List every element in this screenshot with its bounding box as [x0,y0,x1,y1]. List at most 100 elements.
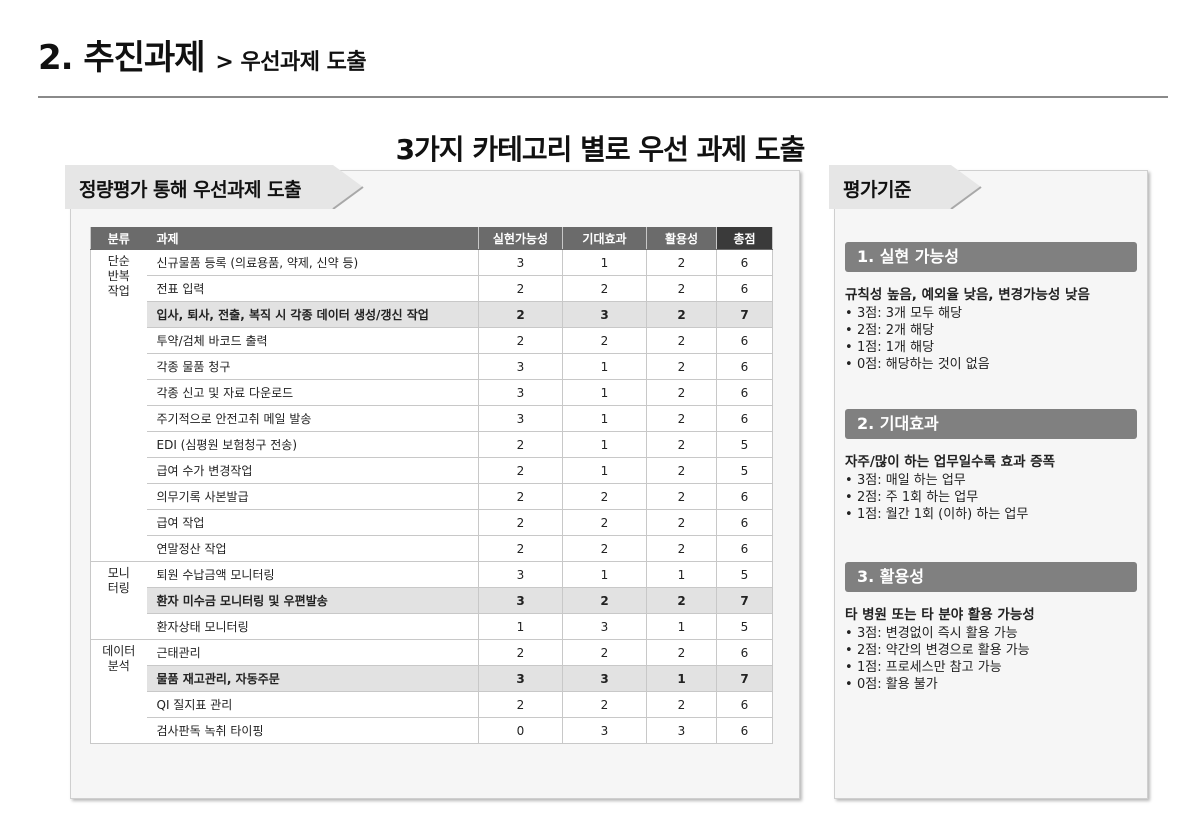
tab-arrow-shape [65,165,364,209]
criterion-list: 3점: 변경없이 즉시 활용 가능 2점: 약간의 변경으로 활용 가능 1점:… [845,625,1137,693]
table-row: 단순 반복 작업 신규물품 등록 (의료용품, 약제, 신약 등) 3 1 2 6 [90,249,773,562]
feasibility-cell: 3 [478,353,563,380]
total-cell: 7 [716,301,773,328]
panel-tab-label: 정량평가 통해 우선과제 도출 [79,179,302,201]
task-cell: 투약/검체 바코드 출력 [146,327,479,354]
criterion-list: 3점: 매일 하는 업무 2점: 주 1회 하는 업무 1점: 월간 1회 (이… [845,472,1137,523]
header-divider [38,96,1168,98]
total-cell: 7 [716,587,773,614]
table-header-row: 분류 과제 실현가능성 기대효과 활용성 총점 [90,227,773,250]
task-cell: 신규물품 등록 (의료용품, 약제, 신약 등) [146,249,479,276]
evaluation-table: 분류 과제 실현가능성 기대효과 활용성 총점 단순 반복 작업 신규물품 등록 … [90,227,773,744]
effect-cell: 1 [562,249,647,276]
effect-cell: 3 [562,301,647,328]
task-cell: 전표 입력 [146,275,479,302]
category-cell: 단순 반복 작업 [90,249,147,562]
total-cell: 6 [716,275,773,302]
total-cell: 6 [716,483,773,510]
task-cell: 각종 신고 및 자료 다운로드 [146,379,479,406]
effect-cell: 1 [562,405,647,432]
utility-cell: 2 [646,327,717,354]
criterion-title: 2. 기대효과 [845,409,1137,439]
feasibility-cell: 3 [478,561,563,588]
table-row: 환자상태 모니터링 1 3 1 5 [91,613,773,640]
feasibility-cell: 2 [478,275,563,302]
criterion-lead: 자주/많이 하는 업무일수록 효과 증폭 [845,454,1056,470]
column-header: 실현가능성 [478,227,563,250]
effect-cell: 1 [562,561,647,588]
total-cell: 6 [716,249,773,276]
table-row: 각종 신고 및 자료 다운로드 3 1 2 6 [91,379,773,406]
total-cell: 5 [716,431,773,458]
column-header: 분류 [90,227,147,250]
total-cell: 5 [716,457,773,484]
effect-cell: 2 [562,639,647,666]
task-cell: 환자상태 모니터링 [146,613,479,640]
column-header-total: 총점 [716,227,773,250]
category-cell: 모니 터링 [90,561,147,640]
table-row: 물품 재고관리, 자동주문 3 3 1 7 [91,665,773,692]
effect-cell: 1 [562,379,647,406]
utility-cell: 2 [646,457,717,484]
list-item: 0점: 활용 불가 [845,676,1137,693]
feasibility-cell: 0 [478,717,563,744]
task-cell: 연말정산 작업 [146,535,479,562]
task-cell: 각종 물품 청구 [146,353,479,380]
total-cell: 6 [716,353,773,380]
task-cell: 입사, 퇴사, 전출, 복직 시 각종 데이터 생성/갱신 작업 [146,301,479,328]
effect-cell: 2 [562,509,647,536]
utility-cell: 2 [646,639,717,666]
task-cell: 검사판독 녹취 타이핑 [146,717,479,744]
task-cell: 환자 미수금 모니터링 및 우편발송 [146,587,479,614]
criterion-lead: 타 병원 또는 타 분야 활용 가능성 [845,607,1035,623]
task-cell: 급여 수가 변경작업 [146,457,479,484]
table-row: 환자 미수금 모니터링 및 우편발송 3 2 2 7 [91,587,773,614]
total-cell: 6 [716,639,773,666]
criterion-feasibility: 1. 실현 가능성 규칙성 높음, 예외율 낮음, 변경가능성 낮음 3점: 3… [845,242,1137,373]
total-cell: 6 [716,405,773,432]
total-cell: 5 [716,561,773,588]
criterion-list: 3점: 3개 모두 해당 2점: 2개 해당 1점: 1개 해당 0점: 해당하… [845,305,1137,373]
utility-cell: 1 [646,613,717,640]
task-cell: 주기적으로 안전고취 메일 발송 [146,405,479,432]
criterion-title: 3. 활용성 [845,562,1137,592]
feasibility-cell: 2 [478,431,563,458]
list-item: 0점: 해당하는 것이 없음 [845,356,1137,373]
effect-cell: 2 [562,587,647,614]
column-header: 기대효과 [562,227,647,250]
task-cell: 근태관리 [146,639,479,666]
table-row: 각종 물품 청구 3 1 2 6 [91,353,773,380]
feasibility-cell: 3 [478,405,563,432]
feasibility-cell: 3 [478,379,563,406]
task-cell: 급여 작업 [146,509,479,536]
effect-cell: 3 [562,613,647,640]
effect-cell: 3 [562,717,647,744]
criteria-panel: 평가기준 1. 실현 가능성 규칙성 높음, 예외율 낮음, 변경가능성 낮음 … [829,165,1148,799]
criterion-title: 1. 실현 가능성 [845,242,1137,272]
tab-arrow-shape [829,165,982,209]
total-cell: 5 [716,613,773,640]
table-row: 검사판독 녹취 타이핑 0 3 3 6 [91,717,773,744]
list-item: 2점: 주 1회 하는 업무 [845,489,1137,506]
utility-cell: 2 [646,379,717,406]
utility-cell: 3 [646,717,717,744]
total-cell: 6 [716,717,773,744]
utility-cell: 1 [646,561,717,588]
feasibility-cell: 3 [478,249,563,276]
feasibility-cell: 3 [478,587,563,614]
title-subtitle: > 우선과제 도출 [215,50,367,75]
page-title: 2. 추진과제 > 우선과제 도출 [38,30,367,79]
feasibility-cell: 2 [478,301,563,328]
table-row: 데이터 분석 근태관리 2 2 2 6 [90,639,773,744]
table-row: 전표 입력 2 2 2 6 [91,275,773,302]
effect-cell: 1 [562,431,647,458]
feasibility-cell: 2 [478,639,563,666]
feasibility-cell: 3 [478,665,563,692]
effect-cell: 2 [562,691,647,718]
list-item: 3점: 3개 모두 해당 [845,305,1137,322]
utility-cell: 2 [646,275,717,302]
table-row: 입사, 퇴사, 전출, 복직 시 각종 데이터 생성/갱신 작업 2 3 2 7 [91,301,773,328]
panel-tab-label: 평가기준 [843,179,911,201]
total-cell: 6 [716,535,773,562]
table-row: 투약/검체 바코드 출력 2 2 2 6 [91,327,773,354]
